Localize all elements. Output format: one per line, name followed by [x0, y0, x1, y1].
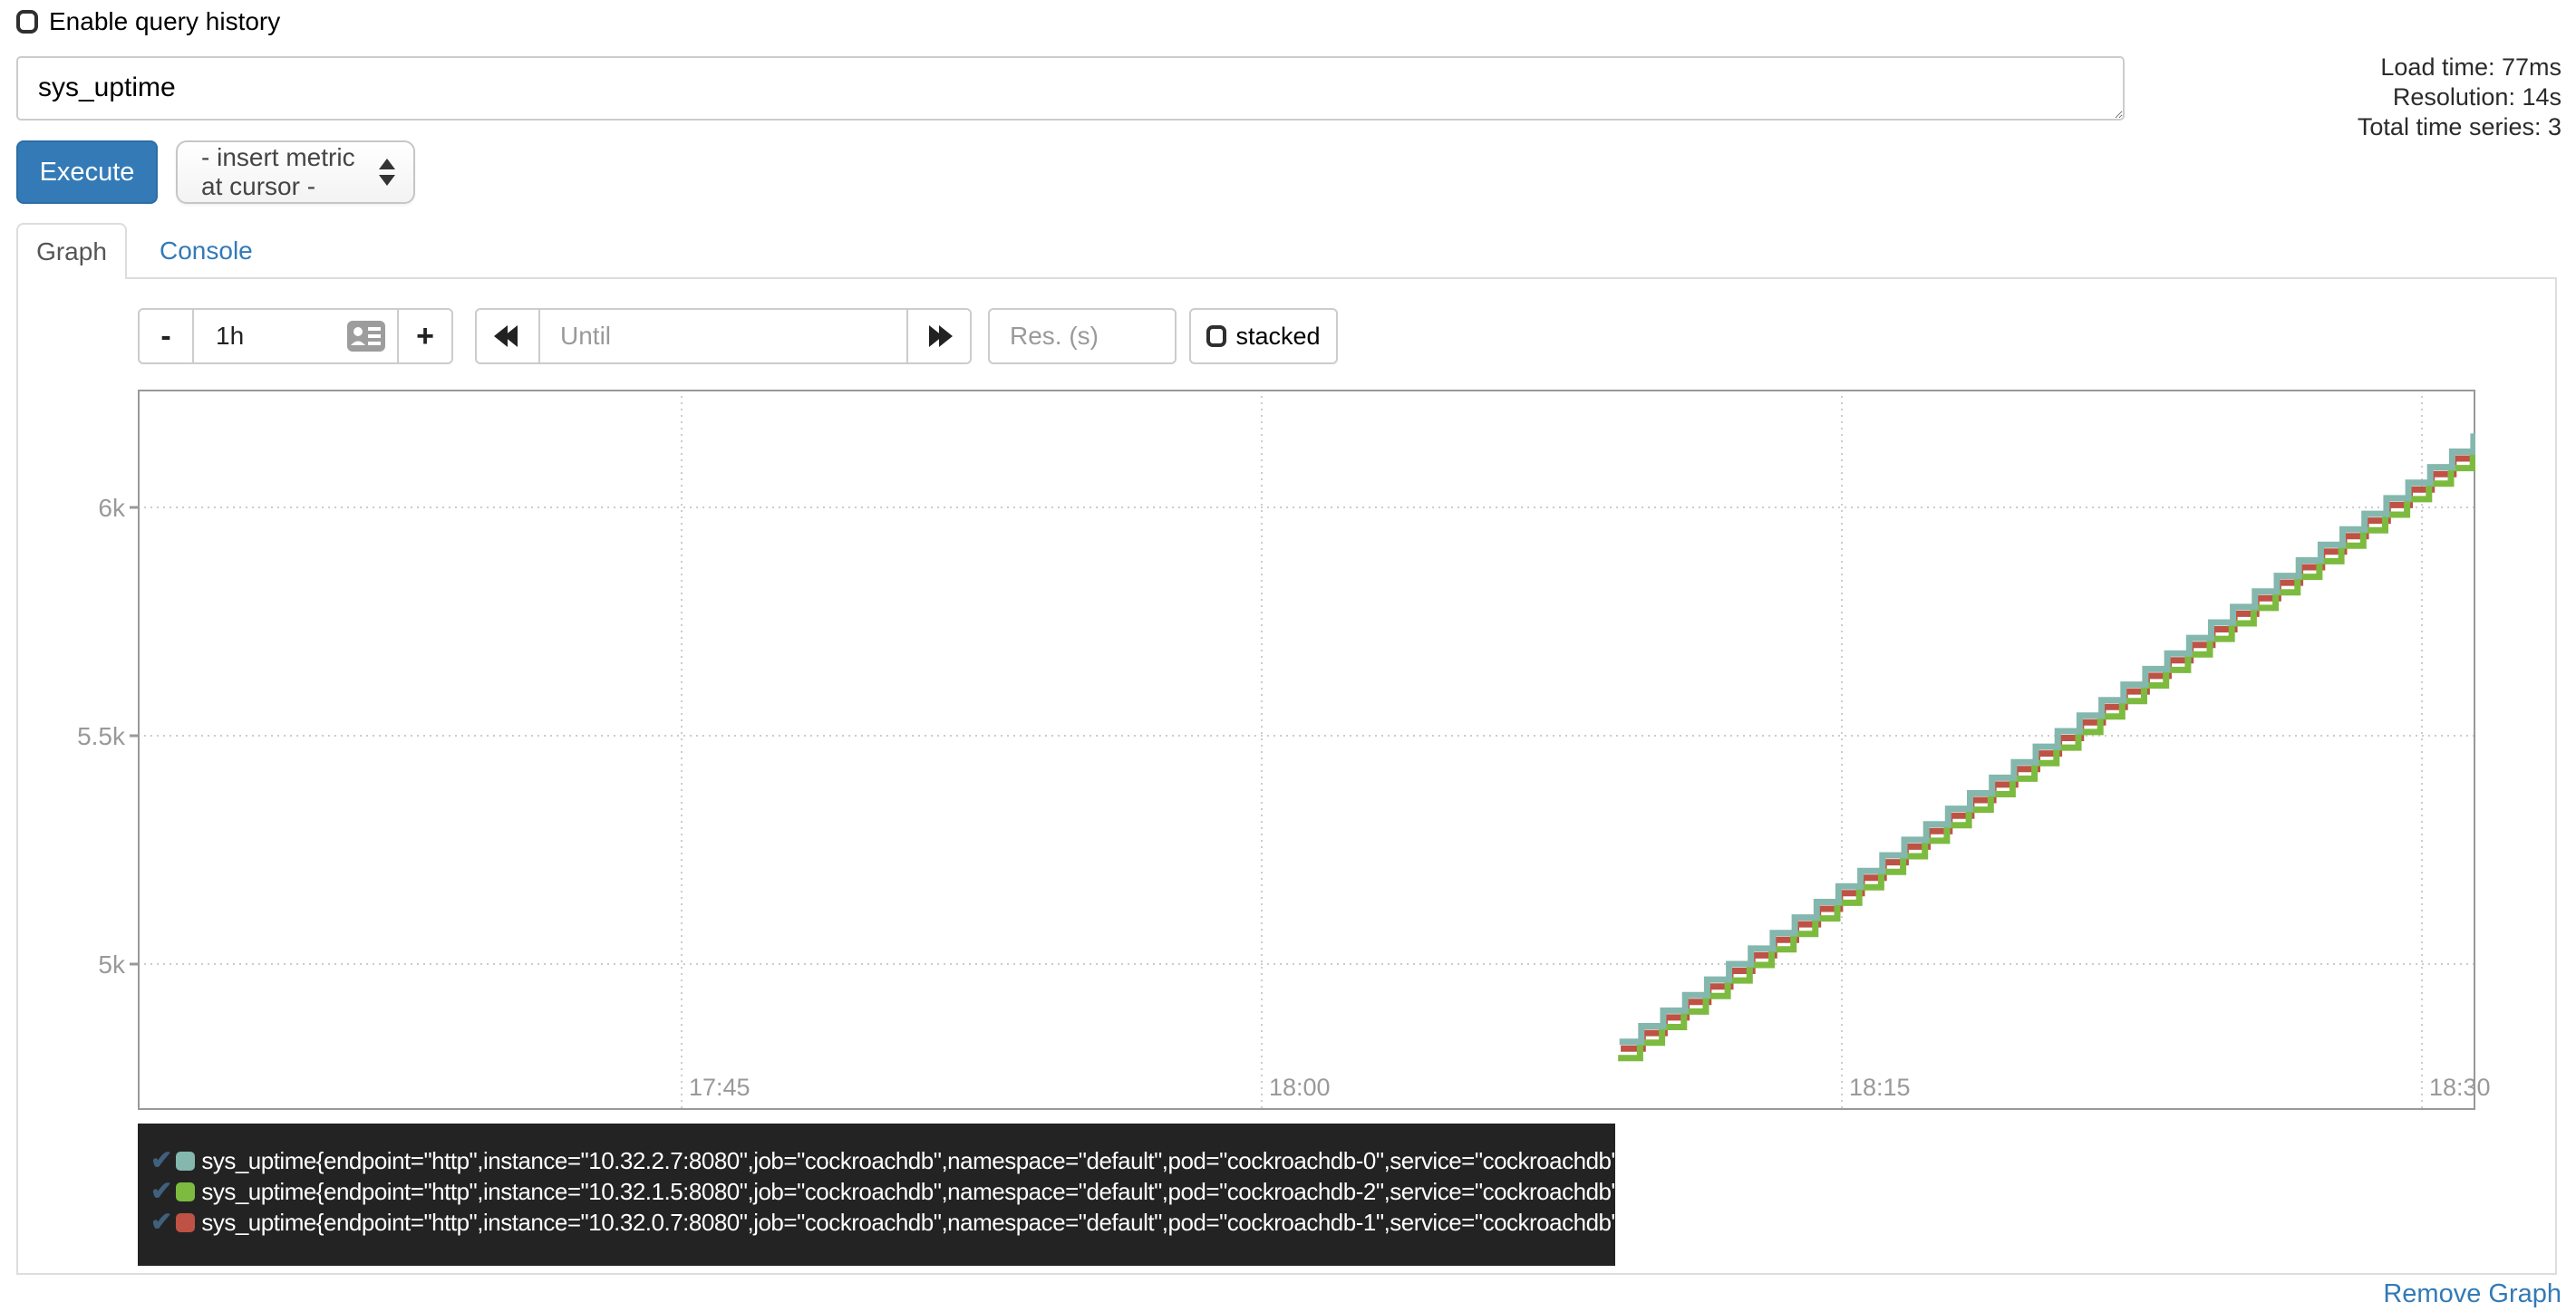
range-increase-button[interactable]: + — [397, 308, 453, 364]
legend-item[interactable]: ✔ sys_uptime{endpoint="http",instance="10… — [150, 1176, 1627, 1207]
total-time-series: Total time series: 3 — [2357, 113, 2561, 140]
stacked-toggle[interactable]: stacked — [1189, 308, 1338, 364]
time-group — [475, 308, 972, 364]
until-input[interactable] — [540, 310, 906, 362]
resolution-input[interactable] — [990, 310, 1175, 362]
step-backward-button[interactable] — [475, 308, 540, 364]
step-forward-button[interactable] — [906, 308, 972, 364]
remove-graph-link[interactable]: Remove Graph — [2383, 1279, 2561, 1308]
insert-metric-select[interactable]: - insert metric at cursor - — [176, 140, 415, 204]
series-check-icon[interactable]: ✔ — [150, 1176, 173, 1206]
step-backward-icon — [494, 325, 518, 347]
legend-item[interactable]: ✔ sys_uptime{endpoint="http",instance="10… — [150, 1207, 1627, 1238]
datepicker-icon[interactable] — [346, 320, 386, 352]
series-check-icon[interactable]: ✔ — [150, 1145, 173, 1175]
resolution-input-wrap — [988, 308, 1177, 364]
stacked-label: stacked — [1235, 322, 1321, 350]
resolution: Resolution: 14s — [2392, 83, 2561, 111]
tab-graph[interactable]: Graph — [16, 223, 127, 279]
load-time: Load time: 77ms — [2380, 53, 2561, 81]
y-tick-label: 5k — [98, 950, 126, 979]
graph-controls: - + — [138, 308, 1338, 364]
step-forward-icon — [929, 325, 953, 347]
uptime-chart-svg[interactable]: 17:45 18:00 18:15 18:30 5k 5.5k 6k — [77, 390, 2491, 1110]
series-label: sys_uptime{endpoint="http",instance="10.… — [201, 1208, 1627, 1236]
uptime-chart[interactable]: 17:45 18:00 18:15 18:30 5k 5.5k 6k — [77, 390, 2491, 1110]
query-stats: Load time: 77ms Resolution: 14s Total ti… — [2358, 53, 2561, 142]
y-tick-label: 5.5k — [77, 722, 126, 750]
series-color-swatch — [176, 1182, 196, 1201]
enable-query-history-checkbox[interactable] — [16, 10, 38, 34]
enable-query-history-label: Enable query history — [49, 7, 281, 35]
tab-console[interactable]: Console — [160, 236, 253, 265]
query-history-row: Enable query history — [16, 7, 280, 36]
series-line — [1618, 449, 2475, 1062]
range-decrease-button[interactable]: - — [138, 308, 194, 364]
y-tick-label: 6k — [98, 494, 126, 522]
x-tick-label: 18:30 — [2429, 1074, 2491, 1101]
until-input-wrap — [538, 308, 908, 364]
series-check-icon[interactable]: ✔ — [150, 1207, 173, 1237]
series-line — [1619, 433, 2475, 1046]
select-arrows-icon — [379, 159, 395, 186]
legend-item[interactable]: ✔ sys_uptime{endpoint="http",instance="10… — [150, 1145, 1627, 1176]
query-input[interactable]: sys_uptime — [16, 56, 2125, 121]
execute-button[interactable]: Execute — [16, 140, 158, 204]
series-color-swatch — [176, 1151, 196, 1171]
chart-legend: ✔ sys_uptime{endpoint="http",instance="10… — [138, 1124, 1627, 1266]
x-tick-label: 18:15 — [1849, 1074, 1911, 1101]
range-group: - + — [138, 308, 453, 364]
series-label: sys_uptime{endpoint="http",instance="10.… — [201, 1146, 1627, 1174]
stacked-checkbox[interactable] — [1206, 325, 1227, 347]
x-tick-label: 18:00 — [1269, 1074, 1331, 1101]
x-tick-label: 17:45 — [689, 1074, 751, 1101]
series-color-swatch — [176, 1212, 196, 1232]
range-input-wrap — [192, 308, 399, 364]
graph-panel: - + — [16, 277, 2557, 1275]
insert-metric-select-value: - insert metric at cursor - — [201, 143, 355, 200]
series-label: sys_uptime{endpoint="http",instance="10.… — [201, 1177, 1627, 1205]
